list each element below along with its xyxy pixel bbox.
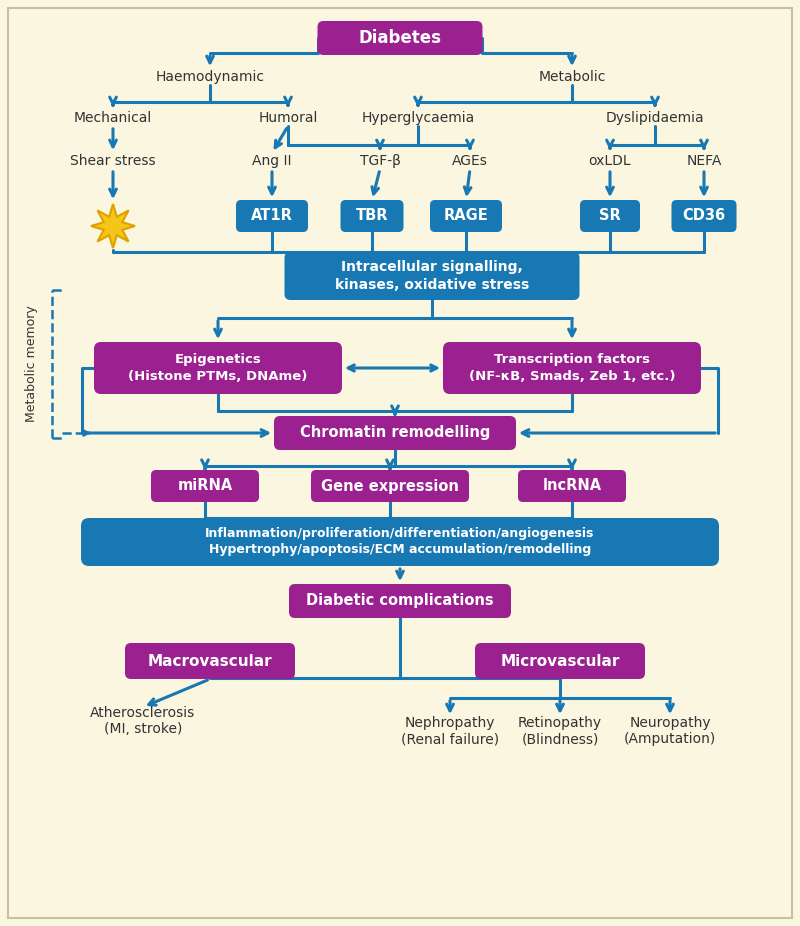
Text: AGEs: AGEs xyxy=(452,154,488,168)
Text: AT1R: AT1R xyxy=(251,208,293,223)
Text: Shear stress: Shear stress xyxy=(70,154,156,168)
Text: Intracellular signalling,
kinases, oxidative stress: Intracellular signalling, kinases, oxida… xyxy=(335,260,529,292)
Text: SR: SR xyxy=(599,208,621,223)
Text: Gene expression: Gene expression xyxy=(321,479,459,494)
FancyBboxPatch shape xyxy=(430,200,502,232)
FancyBboxPatch shape xyxy=(311,470,469,502)
Text: Macrovascular: Macrovascular xyxy=(148,654,272,669)
FancyBboxPatch shape xyxy=(81,518,719,566)
Text: Ang II: Ang II xyxy=(252,154,292,168)
FancyBboxPatch shape xyxy=(475,643,645,679)
Text: Nephropathy
(Renal failure): Nephropathy (Renal failure) xyxy=(401,716,499,746)
Text: Neuropathy
(Amputation): Neuropathy (Amputation) xyxy=(624,716,716,746)
FancyBboxPatch shape xyxy=(236,200,308,232)
Text: Metabolic memory: Metabolic memory xyxy=(26,306,38,422)
FancyBboxPatch shape xyxy=(8,8,792,918)
Polygon shape xyxy=(91,204,135,248)
Text: Mechanical: Mechanical xyxy=(74,111,152,125)
Text: Atherosclerosis
(MI, stroke): Atherosclerosis (MI, stroke) xyxy=(90,706,196,736)
Text: TGF-β: TGF-β xyxy=(359,154,401,168)
Text: oxLDL: oxLDL xyxy=(589,154,631,168)
Text: Hyperglycaemia: Hyperglycaemia xyxy=(362,111,474,125)
FancyBboxPatch shape xyxy=(125,643,295,679)
FancyBboxPatch shape xyxy=(580,200,640,232)
Text: Haemodynamic: Haemodynamic xyxy=(155,70,265,84)
Text: Transcription factors
(NF-κB, Smads, Zeb 1, etc.): Transcription factors (NF-κB, Smads, Zeb… xyxy=(469,354,675,382)
Text: Epigenetics
(Histone PTMs, DNAme): Epigenetics (Histone PTMs, DNAme) xyxy=(128,354,308,382)
Text: Metabolic: Metabolic xyxy=(538,70,606,84)
FancyBboxPatch shape xyxy=(151,470,259,502)
Text: TBR: TBR xyxy=(356,208,388,223)
FancyBboxPatch shape xyxy=(94,342,342,394)
Text: Dyslipidaemia: Dyslipidaemia xyxy=(606,111,704,125)
FancyBboxPatch shape xyxy=(341,200,403,232)
FancyBboxPatch shape xyxy=(671,200,737,232)
FancyBboxPatch shape xyxy=(318,21,482,55)
FancyBboxPatch shape xyxy=(518,470,626,502)
Text: miRNA: miRNA xyxy=(178,479,233,494)
FancyBboxPatch shape xyxy=(289,584,511,618)
Text: Diabetic complications: Diabetic complications xyxy=(306,594,494,608)
FancyBboxPatch shape xyxy=(285,252,579,300)
Text: Diabetes: Diabetes xyxy=(358,29,442,47)
Text: lncRNA: lncRNA xyxy=(542,479,602,494)
Text: Humoral: Humoral xyxy=(258,111,318,125)
Text: Microvascular: Microvascular xyxy=(500,654,620,669)
Text: NEFA: NEFA xyxy=(686,154,722,168)
Text: Chromatin remodelling: Chromatin remodelling xyxy=(300,426,490,441)
Text: CD36: CD36 xyxy=(682,208,726,223)
FancyBboxPatch shape xyxy=(443,342,701,394)
Text: Retinopathy
(Blindness): Retinopathy (Blindness) xyxy=(518,716,602,746)
FancyBboxPatch shape xyxy=(274,416,516,450)
Text: RAGE: RAGE xyxy=(444,208,488,223)
Text: Inflammation/proliferation/differentiation/angiogenesis
Hypertrophy/apoptosis/EC: Inflammation/proliferation/differentiati… xyxy=(206,528,594,557)
